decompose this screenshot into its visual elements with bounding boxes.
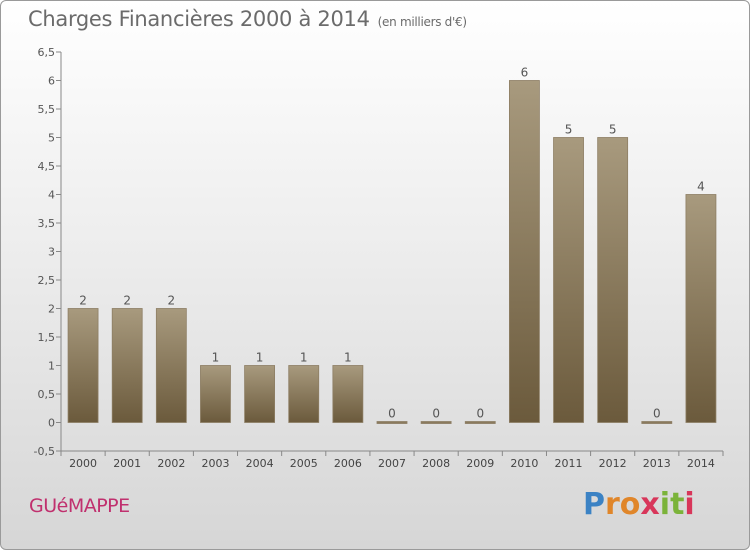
logo-letter: i: [684, 487, 695, 522]
logo-letter: P: [583, 487, 605, 522]
x-tick-label: 2010: [510, 457, 538, 470]
bar: [332, 365, 364, 423]
chart-units: (en milliers d'€): [377, 15, 467, 29]
y-tick-label: 0,5: [38, 388, 56, 401]
x-tick-label: 2014: [687, 457, 715, 470]
bar: [376, 421, 408, 424]
data-label: 1: [212, 351, 220, 365]
data-label: 0: [432, 407, 440, 421]
x-tick-label: 2013: [643, 457, 671, 470]
x-tick-label: 2002: [157, 457, 185, 470]
logo-letter: r: [605, 487, 620, 522]
chart-title: Charges Financières 2000 à 2014 (en milli…: [28, 7, 467, 31]
x-tick-label: 2007: [378, 457, 406, 470]
x-tick-label: 2012: [599, 457, 627, 470]
y-tick-label: 0: [48, 417, 55, 430]
data-label: 5: [565, 123, 573, 137]
bar: [200, 365, 231, 423]
logo-letter: t: [670, 487, 685, 522]
chart-bars: [67, 80, 717, 424]
commune-name: GUéMAPPE: [29, 495, 130, 517]
bar: [111, 308, 143, 423]
y-tick-label: 6: [48, 75, 55, 88]
y-tick-label: 5: [48, 132, 55, 145]
bar: [508, 80, 540, 423]
bar: [464, 421, 496, 424]
data-label: 0: [653, 407, 661, 421]
x-tick-label: 2001: [113, 457, 141, 470]
y-tick-label: -0,5: [34, 445, 55, 458]
data-label: 5: [609, 123, 617, 137]
data-label: 1: [344, 351, 352, 365]
bar: [553, 137, 584, 423]
data-label: 2: [168, 294, 176, 308]
y-tick-label: 6,5: [38, 46, 56, 59]
bar: [597, 137, 629, 423]
y-tick-label: 4: [48, 189, 55, 202]
x-tick-label: 2004: [246, 457, 274, 470]
data-label: 1: [300, 351, 308, 365]
data-label: 1: [256, 351, 264, 365]
y-tick-label: 4,5: [38, 160, 56, 173]
data-label: 0: [388, 407, 396, 421]
y-tick-label: 2,5: [38, 274, 56, 287]
x-tick-label: 2011: [555, 457, 583, 470]
chart-data-labels: 2 2 2 1 1 1 1 0 0 0 6 5 5 0 4: [79, 66, 705, 421]
y-tick-label: 2: [48, 303, 55, 316]
x-tick-label: 2000: [69, 457, 97, 470]
bar: [244, 365, 276, 423]
bar: [420, 421, 452, 424]
x-tick-label: 2003: [201, 457, 229, 470]
data-label: 4: [697, 180, 705, 194]
y-tick-label: 3,5: [38, 217, 56, 230]
x-tick-label: 2005: [290, 457, 318, 470]
bar: [641, 421, 673, 424]
bar: [155, 308, 187, 423]
proxiti-logo[interactable]: Proxiti: [583, 487, 695, 522]
x-tick-label: 2006: [334, 457, 362, 470]
data-label: 6: [521, 66, 529, 80]
x-tick-label: 2008: [422, 457, 450, 470]
data-label: 2: [79, 294, 87, 308]
bar: [685, 194, 717, 423]
y-tick-label: 3: [48, 246, 55, 259]
bar: [67, 308, 99, 423]
logo-letter: i: [659, 487, 671, 522]
y-tick-label: 1: [48, 360, 55, 373]
y-tick-label: 5,5: [38, 103, 56, 116]
bar: [288, 365, 320, 423]
x-tick-label: 2009: [466, 457, 494, 470]
y-tick-label: 1,5: [38, 331, 56, 344]
chart-title-text: Charges Financières 2000 à 2014: [28, 7, 370, 31]
logo-letter: x: [640, 487, 660, 522]
data-label: 0: [476, 407, 484, 421]
logo-letter: o: [619, 487, 641, 522]
data-label: 2: [123, 294, 131, 308]
